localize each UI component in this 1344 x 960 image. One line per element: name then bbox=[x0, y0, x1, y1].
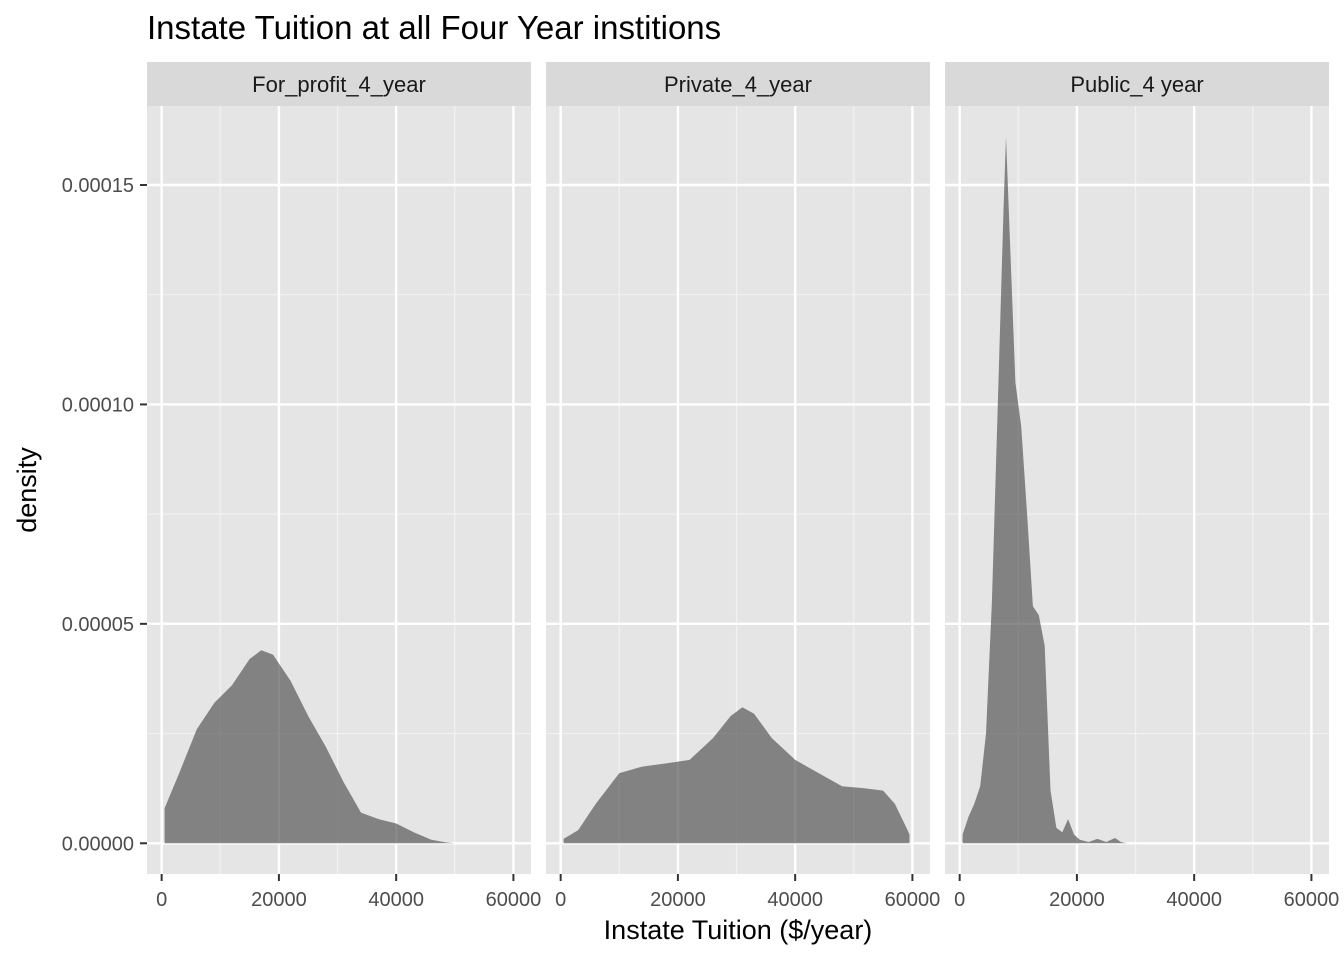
facet-panel: Public_4 year 0 20000 40000 60000 bbox=[945, 62, 1339, 911]
facet-strip bbox=[546, 62, 930, 106]
facet-strip-label: For_profit_4_year bbox=[252, 72, 426, 97]
x-tick-label: 0 bbox=[156, 889, 167, 911]
density-area bbox=[164, 650, 455, 844]
facet-panel: For_profit_4_year 0 20000 40000 60000 bbox=[147, 62, 541, 911]
x-tick-label: 40000 bbox=[368, 889, 424, 911]
x-tick-label: 60000 bbox=[486, 889, 542, 911]
density-area bbox=[563, 707, 910, 844]
x-tick-label: 40000 bbox=[767, 889, 823, 911]
x-tick-label: 60000 bbox=[885, 889, 941, 911]
facet-strip-label: Private_4_year bbox=[664, 72, 812, 97]
y-tick-label: 0.00005 bbox=[62, 614, 134, 636]
density-area bbox=[962, 136, 1127, 844]
y-tick-label: 0.00010 bbox=[62, 394, 134, 416]
x-tick-label: 0 bbox=[555, 889, 566, 911]
y-tick-label: 0.00000 bbox=[62, 833, 134, 855]
facet-strip bbox=[147, 62, 531, 106]
facet-strip bbox=[945, 62, 1329, 106]
y-axis-title: density bbox=[12, 447, 42, 533]
x-tick-label: 60000 bbox=[1284, 889, 1340, 911]
facet-strip-label: Public_4 year bbox=[1070, 72, 1203, 97]
x-tick-label: 20000 bbox=[1049, 889, 1105, 911]
x-axis-title: Instate Tuition ($/year) bbox=[604, 915, 873, 945]
facet-panel: Private_4_year 0 20000 40000 60000 bbox=[546, 62, 940, 911]
x-tick-label: 0 bbox=[954, 889, 965, 911]
y-axis: 0.00000 0.00005 0.00010 0.00015 bbox=[62, 175, 147, 855]
chart-title: Instate Tuition at all Four Year institi… bbox=[147, 9, 721, 46]
y-tick-label: 0.00015 bbox=[62, 175, 134, 197]
x-tick-label: 20000 bbox=[650, 889, 706, 911]
x-tick-label: 20000 bbox=[251, 889, 307, 911]
x-tick-label: 40000 bbox=[1166, 889, 1222, 911]
